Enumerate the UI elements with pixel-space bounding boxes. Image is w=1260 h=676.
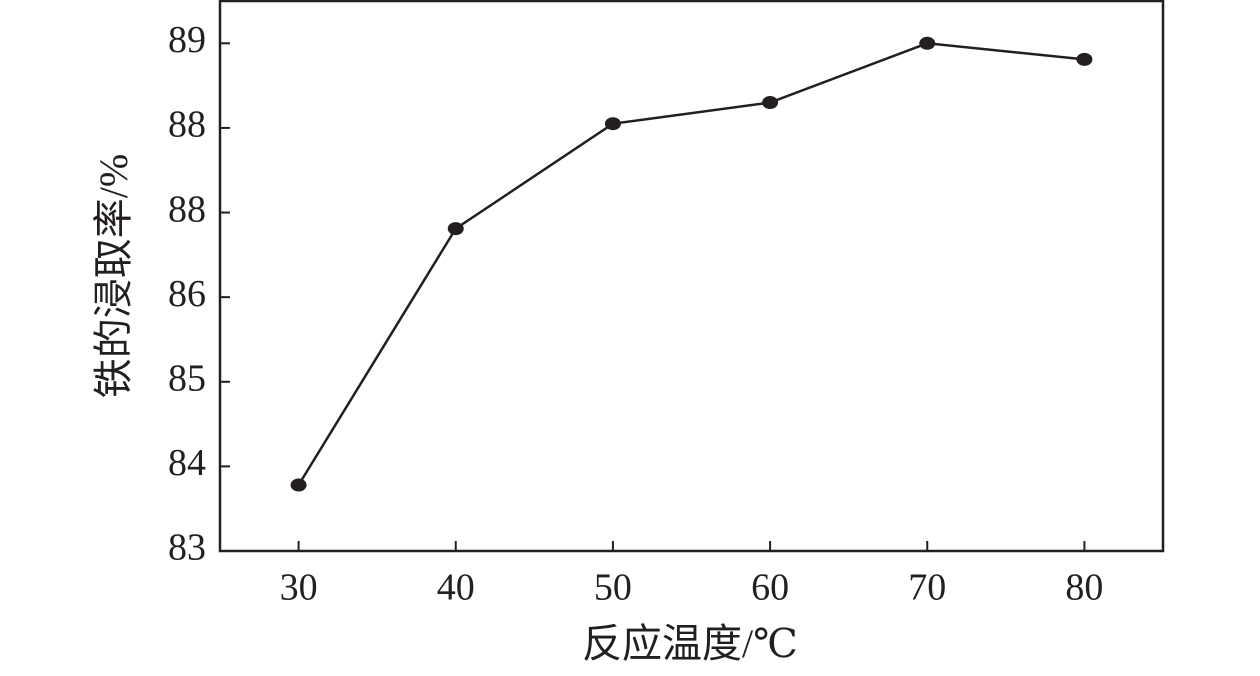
y-axis-title: 铁的浸取率/% bbox=[91, 154, 136, 398]
y-tick-label: 88 bbox=[168, 104, 206, 146]
y-tick-label: 86 bbox=[168, 273, 206, 315]
data-point bbox=[604, 117, 621, 131]
x-axis-title: 反应温度/℃ bbox=[582, 621, 798, 666]
y-tick-label: 88 bbox=[168, 188, 206, 230]
y-tick-label: 84 bbox=[168, 442, 206, 484]
y-tick-label: 89 bbox=[168, 19, 206, 61]
x-tick-label: 30 bbox=[280, 567, 318, 609]
y-tick-label: 83 bbox=[168, 527, 206, 569]
x-tick-label: 70 bbox=[908, 567, 946, 609]
x-tick-label: 40 bbox=[437, 567, 475, 609]
data-point bbox=[1076, 52, 1093, 66]
data-point bbox=[762, 96, 779, 110]
y-tick-label: 85 bbox=[168, 357, 206, 399]
data-point bbox=[919, 36, 936, 50]
data-point bbox=[290, 478, 307, 492]
x-tick-label: 60 bbox=[751, 567, 789, 609]
data-point bbox=[447, 222, 464, 236]
x-tick-label: 50 bbox=[594, 567, 632, 609]
plot-frame bbox=[218, 0, 1165, 553]
data-line bbox=[297, 42, 1085, 486]
x-tick-label: 80 bbox=[1065, 567, 1103, 609]
